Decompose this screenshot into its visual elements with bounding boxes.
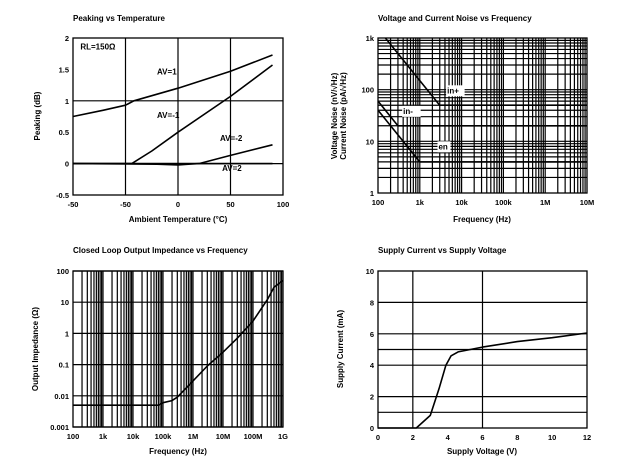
series-line <box>384 37 587 106</box>
y-tick-label: 1 <box>65 329 69 338</box>
x-tick-label: 10k <box>127 432 140 441</box>
x-tick-label: 12 <box>583 433 591 442</box>
y-tick-label: 8 <box>370 298 374 307</box>
x-tick-label: 1G <box>278 432 288 441</box>
x-tick-label: 10 <box>548 433 556 442</box>
annotation-label: in- <box>403 107 413 116</box>
x-tick-label: 8 <box>515 433 519 442</box>
x-axis-label: Ambient Temperature (°C) <box>129 215 228 224</box>
y-tick-label: 4 <box>370 361 375 370</box>
series-line <box>377 109 587 163</box>
y-axis-label: Output Impedance (Ω) <box>31 307 40 392</box>
x-tick-label: 100k <box>495 198 513 207</box>
chart-title: Voltage and Current Noise vs Frequency <box>378 14 532 23</box>
x-tick-label: 100k <box>155 432 173 441</box>
chart-peaking-vs-temperature: Peaking vs Temperature Ambient Temperatu… <box>33 14 289 224</box>
chart-title: Supply Current vs Supply Voltage <box>378 246 507 255</box>
y-tick-label: 10 <box>61 298 69 307</box>
chart-supply-current-vs-voltage: Supply Current vs Supply Voltage Supply … <box>336 246 591 456</box>
x-axis-label: Frequency (Hz) <box>149 447 207 456</box>
y-tick-label: 10 <box>366 137 374 146</box>
y-tick-label: 10 <box>366 267 374 276</box>
chart-noise-vs-frequency: Voltage and Current Noise vs Frequency F… <box>330 14 594 224</box>
x-tick-label: 100 <box>67 432 80 441</box>
chart-output-impedance-vs-frequency: Closed Loop Output Impedance vs Frequenc… <box>31 246 288 456</box>
plot-frame <box>377 37 588 194</box>
annotation-label: AV=-1 <box>157 111 180 120</box>
series-line <box>73 144 273 165</box>
x-tick-label: 100 <box>277 200 290 209</box>
x-tick-label: 10M <box>580 198 595 207</box>
series-line <box>378 332 588 429</box>
annotation-label: AV=2 <box>222 164 242 173</box>
y-tick-label: 0.1 <box>59 361 69 370</box>
x-tick-label: 1k <box>416 198 425 207</box>
x-tick-label: -50 <box>68 200 79 209</box>
x-tick-label: 4 <box>446 433 451 442</box>
y-tick-label: 1k <box>366 34 375 43</box>
x-tick-label: 1k <box>99 432 108 441</box>
x-tick-label: 10M <box>216 432 231 441</box>
series-line <box>73 279 284 407</box>
y-tick-label: 0 <box>65 160 69 169</box>
x-tick-label: 6 <box>480 433 484 442</box>
x-tick-label: 50 <box>226 200 234 209</box>
y-axis-label: Peaking (dB) <box>33 91 42 140</box>
y-tick-label: -0.5 <box>56 191 69 200</box>
plot-frame <box>72 270 284 428</box>
x-tick-label: 100M <box>244 432 263 441</box>
annotation-label: in+ <box>447 86 459 95</box>
y-axis-label-voltage: Voltage Noise (nV/√Hz) <box>330 72 339 159</box>
x-tick-label: 1M <box>540 198 550 207</box>
x-axis-label: Frequency (Hz) <box>453 215 511 224</box>
annotation-label: RL=150Ω <box>80 42 116 51</box>
y-tick-label: 6 <box>370 330 374 339</box>
y-tick-label: 2 <box>370 393 374 402</box>
y-tick-label: 0.5 <box>59 128 69 137</box>
series-line <box>72 162 273 166</box>
y-axis-label-current: Current Noise (pA/√Hz) <box>339 72 348 160</box>
y-tick-label: 1.5 <box>59 65 69 74</box>
x-tick-label: 1M <box>188 432 198 441</box>
y-tick-label: 0.01 <box>54 392 69 401</box>
x-tick-label: 2 <box>411 433 415 442</box>
y-tick-label: 100 <box>56 267 69 276</box>
x-tick-label: 100 <box>372 198 385 207</box>
series-line <box>72 54 273 118</box>
x-axis-label: Supply Voltage (V) <box>447 447 517 456</box>
y-tick-label: 2 <box>65 34 69 43</box>
annotation-background <box>402 105 421 117</box>
x-tick-label: -50 <box>120 200 131 209</box>
y-axis-label: Supply Current (mA) <box>336 310 345 389</box>
y-tick-label: 0 <box>370 424 374 433</box>
x-tick-label: 10k <box>455 198 468 207</box>
annotation-background <box>437 141 451 153</box>
y-tick-label: 0.001 <box>50 423 69 432</box>
y-tick-label: 100 <box>361 86 374 95</box>
x-tick-label: 0 <box>376 433 380 442</box>
annotation-label: en <box>438 142 447 151</box>
x-tick-label: 0 <box>176 200 180 209</box>
annotation-label: AV=1 <box>157 67 177 76</box>
series-line <box>377 100 587 127</box>
plot-frame <box>377 270 588 429</box>
chart-title: Peaking vs Temperature <box>73 14 165 23</box>
annotation-background <box>446 85 465 97</box>
y-tick-label: 1 <box>65 97 69 106</box>
chart-title: Closed Loop Output Impedance vs Frequenc… <box>73 246 248 255</box>
y-tick-label: 1 <box>370 189 374 198</box>
annotation-label: AV=-2 <box>220 134 243 143</box>
